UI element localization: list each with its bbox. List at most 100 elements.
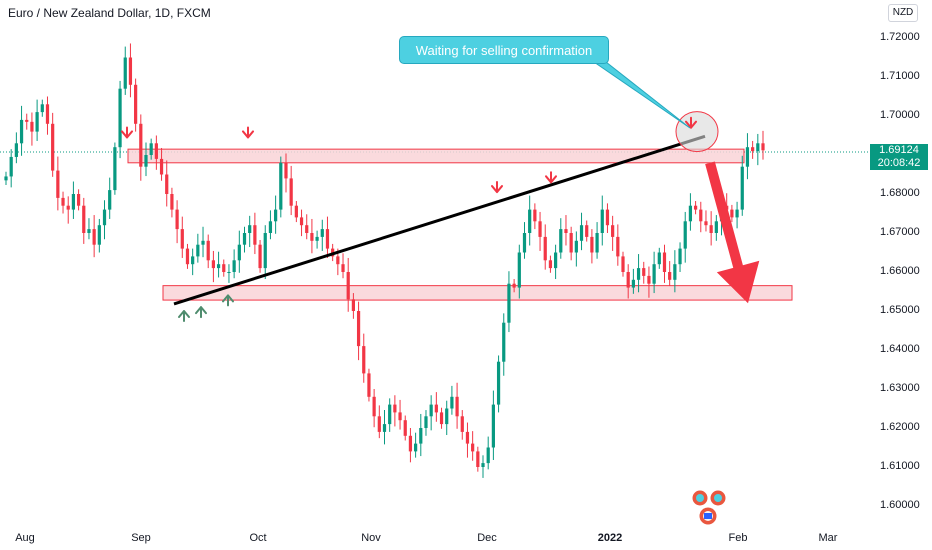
candle-body	[336, 256, 340, 265]
candle-body	[149, 143, 153, 155]
candle-body	[652, 264, 656, 284]
candle-body	[424, 416, 428, 428]
candle-body	[611, 225, 615, 237]
candle-body	[299, 217, 304, 226]
candle-body	[569, 233, 573, 253]
candle-body	[621, 256, 625, 272]
candle-body	[553, 252, 558, 269]
currency-badge[interactable]: NZD	[888, 4, 918, 22]
candle-body	[377, 416, 381, 432]
candle-body	[76, 194, 81, 206]
x-tick-label: Dec	[477, 532, 497, 544]
candle-body	[201, 240, 205, 245]
candle-body	[688, 205, 693, 222]
candle-body	[325, 229, 330, 249]
candle-body	[678, 248, 682, 265]
candle-body	[662, 252, 667, 272]
forecast-arrow	[705, 161, 760, 304]
candle-body	[740, 166, 744, 210]
candle-body	[709, 225, 713, 233]
candle-body	[533, 209, 537, 222]
x-tick-label: Oct	[249, 532, 267, 544]
candle-body	[481, 463, 485, 467]
candle-body	[25, 119, 29, 122]
candle-body	[730, 209, 734, 218]
candle-body	[414, 443, 418, 452]
candle-body	[154, 143, 158, 159]
candle-body	[450, 396, 454, 409]
candle-body	[605, 209, 610, 226]
down-arrow-marker	[685, 116, 697, 129]
candle-body	[600, 209, 604, 233]
candle-body	[636, 268, 641, 280]
candle-body	[522, 233, 527, 253]
candle-body	[502, 322, 506, 362]
candle-body	[315, 236, 319, 241]
y-tick-label: 1.72000	[880, 31, 920, 43]
candle-body	[170, 194, 174, 210]
chart-title: Euro / New Zealand Dollar, 1D, FXCM	[8, 6, 211, 20]
candle-body	[185, 248, 190, 265]
candle-body	[528, 209, 532, 233]
trendline	[173, 134, 706, 306]
candle-body	[274, 209, 278, 222]
candle-body	[4, 176, 8, 181]
candle-body	[346, 272, 350, 300]
candle-body	[30, 121, 34, 132]
down-arrow-marker	[491, 181, 503, 194]
candle-body	[642, 268, 646, 276]
candle-body	[294, 205, 298, 218]
candle-body	[82, 205, 86, 233]
candle-body	[128, 57, 133, 85]
candle-body	[227, 272, 231, 273]
candle-body	[657, 252, 661, 265]
candle-body	[9, 156, 13, 177]
last-price-tag: 1.69124 20:08:42	[870, 144, 928, 170]
candle-body	[19, 119, 24, 144]
callout-box[interactable]: Waiting for selling confirmation	[399, 36, 609, 64]
candle-body	[123, 57, 127, 89]
x-tick-label: Aug	[15, 532, 35, 544]
highlight-ellipse	[675, 111, 719, 153]
candle-body	[496, 361, 501, 405]
candle-body	[507, 283, 511, 323]
candle-body	[756, 143, 760, 152]
candle-body	[211, 260, 216, 269]
down-arrow-marker	[545, 171, 557, 184]
up-arrow-marker	[178, 310, 190, 322]
candle-body	[595, 233, 599, 253]
candle-body	[165, 174, 169, 194]
tradingview-logo-icon	[691, 489, 727, 526]
candle-body	[258, 244, 262, 269]
candle-body	[341, 264, 345, 272]
candle-body	[543, 236, 547, 261]
candle-body	[175, 209, 179, 230]
candle-body	[704, 221, 708, 226]
candle-body	[564, 229, 568, 233]
candle-body	[139, 123, 143, 167]
candle-body	[159, 158, 164, 175]
candle-body	[71, 194, 76, 210]
candle-body	[56, 170, 60, 198]
candle-body	[693, 205, 698, 210]
y-tick-label: 1.71000	[880, 70, 920, 82]
candle-body	[45, 104, 50, 124]
candle-body	[761, 143, 765, 151]
candle-body	[222, 264, 226, 272]
candle-body	[40, 104, 44, 113]
candle-body	[548, 260, 553, 269]
candle-body	[590, 236, 594, 253]
candle-body	[305, 225, 309, 233]
candle-body	[66, 205, 70, 210]
candle-body	[237, 244, 241, 261]
candle-body	[14, 143, 18, 157]
candle-body	[97, 225, 101, 245]
candle-body	[559, 229, 563, 253]
candle-body	[668, 272, 672, 280]
candle-body	[232, 260, 236, 272]
candle-body	[574, 240, 578, 253]
y-tick-label: 1.63000	[880, 382, 920, 394]
candle-body	[242, 233, 247, 245]
up-arrow-marker	[195, 306, 207, 319]
